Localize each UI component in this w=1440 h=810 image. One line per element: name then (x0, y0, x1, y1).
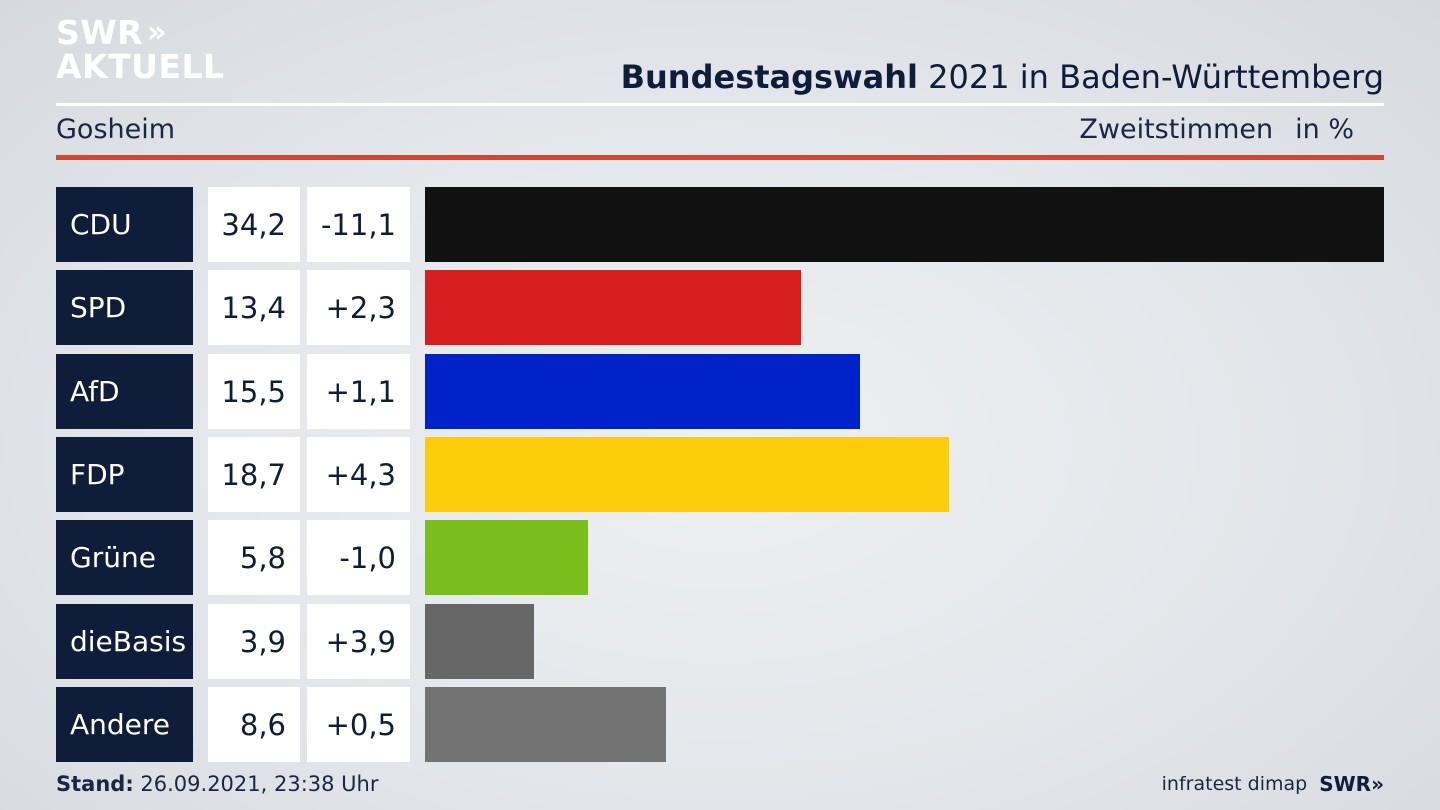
change-label: +0,5 (307, 687, 410, 762)
bar-spd (425, 270, 801, 345)
vote-share-label: 5,8 (208, 520, 300, 595)
unit-text: in % (1295, 114, 1354, 145)
result-row: SPD 13,4 +2,3 (56, 270, 1384, 345)
change-label: +2,3 (307, 270, 410, 345)
bar-fdp (425, 437, 950, 512)
party-label: AfD (56, 354, 193, 429)
logo-line2: AKTUELL (56, 47, 225, 86)
place-name: Gosheim (56, 114, 176, 145)
vote-share-label: 13,4 (208, 270, 300, 345)
bar-andere (425, 687, 667, 762)
vote-share-label: 34,2 (208, 187, 300, 262)
result-row: Andere 8,6 +0,5 (56, 687, 1384, 762)
party-label: Andere (56, 687, 193, 762)
vote-share-label: 15,5 (208, 354, 300, 429)
measure-text: Zweitstimmen (1079, 114, 1274, 145)
logo-line1: SWR (56, 13, 144, 52)
party-label: SPD (56, 270, 193, 345)
swr-brand-icon: SWR» (1319, 772, 1384, 796)
footer-credits: infratest dimap SWR» (1162, 772, 1384, 796)
change-label: +4,3 (307, 437, 410, 512)
party-label: dieBasis (56, 604, 193, 679)
title-rest: 2021 in Baden-Württemberg (917, 58, 1384, 96)
change-label: +1,1 (307, 354, 410, 429)
result-row: FDP 18,7 +4,3 (56, 437, 1384, 512)
bar-diebasis (425, 604, 535, 679)
measure-label: Zweitstimmen in % (1079, 114, 1354, 145)
result-row: AfD 15,5 +1,1 (56, 354, 1384, 429)
result-row: dieBasis 3,9 +3,9 (56, 604, 1384, 679)
party-label: CDU (56, 187, 193, 262)
bar-afd (425, 354, 860, 429)
bar-grüne (425, 520, 588, 595)
title-bold: Bundestagswahl (620, 58, 918, 96)
stand-value: 26.09.2021, 23:38 Uhr (133, 772, 379, 796)
bar-cdu (425, 187, 1384, 262)
swr-aktuell-logo: SWR» AKTUELL (56, 16, 225, 84)
party-label: FDP (56, 437, 193, 512)
vote-share-label: 3,9 (208, 604, 300, 679)
stand-label: Stand: (56, 772, 134, 796)
change-label: -1,0 (307, 520, 410, 595)
result-row: CDU 34,2 -11,1 (56, 187, 1384, 262)
header-divider (56, 103, 1384, 106)
change-label: -11,1 (307, 187, 410, 262)
source-credit: infratest dimap (1161, 773, 1308, 795)
logo-chevron-icon: » (147, 15, 167, 50)
party-label: Grüne (56, 520, 193, 595)
accent-divider (56, 155, 1384, 160)
vote-share-label: 8,6 (208, 687, 300, 762)
change-label: +3,9 (307, 604, 410, 679)
vote-share-label: 18,7 (208, 437, 300, 512)
page-title: Bundestagswahl 2021 in Baden-Württemberg (621, 58, 1384, 96)
timestamp: Stand: 26.09.2021, 23:38 Uhr (56, 772, 379, 796)
result-row: Grüne 5,8 -1,0 (56, 520, 1384, 595)
